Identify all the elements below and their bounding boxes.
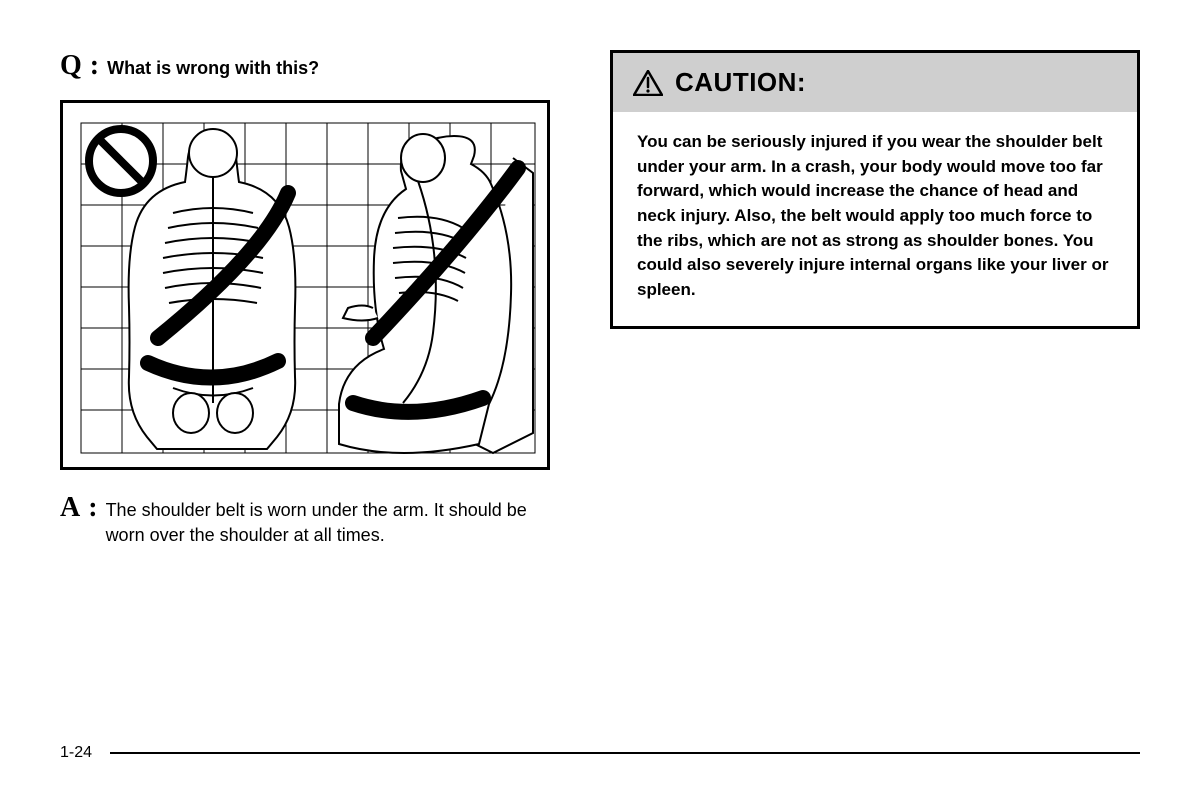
answer-letter: A [60,492,80,524]
illustration-panel [60,100,550,470]
warning-triangle-icon [633,70,663,96]
caution-body-text: You can be seriously injured if you wear… [613,112,1137,326]
right-column: CAUTION: You can be seriously injured if… [610,50,1140,760]
caution-title: CAUTION: [675,67,806,98]
caution-header: CAUTION: [613,53,1137,112]
page-number: 1-24 [60,744,92,762]
seatbelt-wrong-usage-illustration [63,103,550,470]
answer-text: The shoulder belt is worn under the arm.… [106,494,560,548]
page-content: Q: What is wrong with this? [60,50,1140,760]
page-footer: 1-24 [60,744,1140,762]
question-colon: : [90,50,99,82]
question-block: Q: What is wrong with this? [60,50,570,82]
question-text: What is wrong with this? [107,54,319,79]
answer-colon: : [88,492,97,524]
question-letter: Q [60,50,82,82]
caution-box: CAUTION: You can be seriously injured if… [610,50,1140,329]
answer-block: A: The shoulder belt is worn under the a… [60,492,560,548]
prohibition-icon [89,129,153,193]
footer-rule [110,752,1140,754]
left-column: Q: What is wrong with this? [60,50,570,760]
